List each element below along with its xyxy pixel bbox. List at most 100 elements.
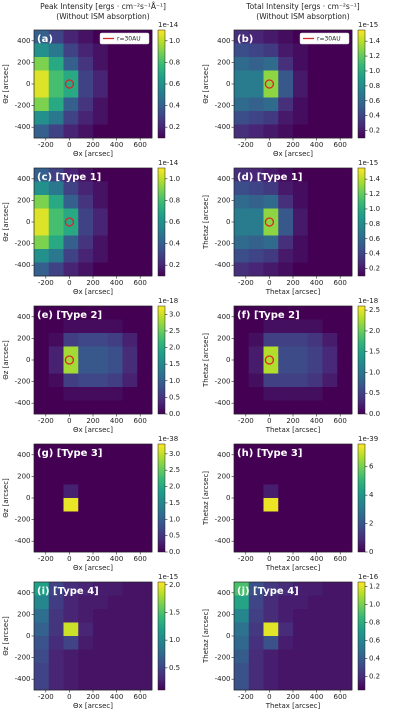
- heatmap-cell: [34, 181, 50, 196]
- heatmap-cell: [107, 222, 123, 236]
- heatmap-cell: [293, 663, 309, 677]
- y-tick-label: 200: [17, 610, 30, 618]
- heatmap-cell: [307, 360, 323, 374]
- heatmap-cell: [122, 360, 138, 374]
- y-tick-label: 0: [26, 218, 30, 226]
- heatmap-cell: [122, 457, 138, 472]
- heatmap-cell: [63, 676, 79, 691]
- heatmap-cell: [34, 525, 50, 539]
- heatmap-cell: [234, 235, 250, 250]
- heatmap-cell: [63, 498, 79, 512]
- heatmap-cell: [107, 622, 123, 637]
- x-axis-label: Thetax [arcsec]: [265, 702, 321, 710]
- heatmap-cell: [137, 97, 153, 112]
- heatmap-cell: [48, 525, 64, 539]
- heatmap-cell: [93, 306, 109, 320]
- x-axis-label: Θx [arcsec]: [73, 150, 113, 158]
- colorbar-tick-label: 1.4: [369, 175, 381, 183]
- heatmap-cell: [234, 84, 250, 98]
- heatmap-cell: [107, 373, 123, 388]
- y-tick-label: 200: [217, 610, 230, 618]
- heatmap-cell: [263, 306, 279, 320]
- heatmap-cell: [63, 319, 79, 334]
- heatmap-cell: [307, 235, 323, 250]
- heatmap-cell: [122, 111, 138, 125]
- x-tick-label: 400: [310, 693, 323, 701]
- heatmap-cell: [248, 511, 264, 526]
- heatmap-cell: [293, 97, 309, 112]
- heatmap-cell: [248, 70, 264, 85]
- heatmap-cell: [78, 30, 94, 44]
- heatmap-cell: [337, 333, 353, 347]
- heatmap-cell: [34, 30, 50, 44]
- heatmap-cell: [278, 595, 294, 610]
- colorbar: [357, 581, 366, 691]
- heatmap-cell: [34, 649, 50, 664]
- heatmap-cell: [107, 346, 123, 361]
- heatmap-cell: [322, 168, 338, 182]
- heatmap-cell: [34, 43, 50, 58]
- heatmap-cell: [107, 70, 123, 85]
- heatmap-cell: [248, 30, 264, 44]
- heatmap-cell: [278, 498, 294, 512]
- heatmap-cell: [278, 57, 294, 71]
- heatmap-cell: [337, 222, 353, 236]
- x-tick-label: 200: [86, 693, 99, 701]
- y-tick-label: 200: [217, 334, 230, 342]
- source-marker: [264, 217, 275, 227]
- heatmap-cell: [107, 84, 123, 98]
- source-marker: [264, 79, 275, 89]
- heatmap-cell: [263, 387, 279, 401]
- heatmap-cell: [122, 511, 138, 526]
- colorbar-tick-label: 0.5: [169, 664, 180, 672]
- heatmap-cell: [78, 636, 94, 650]
- heatmap-cell: [78, 222, 94, 236]
- heatmap-cell: [263, 319, 279, 334]
- colorbar-tick-label: 4: [369, 491, 374, 499]
- heatmap-cell: [48, 222, 64, 236]
- heatmap-cell: [322, 373, 338, 388]
- heatmap-cell: [93, 663, 109, 677]
- heatmap-cell: [78, 262, 94, 277]
- heatmap-cell: [63, 333, 79, 347]
- heatmap-cell: [263, 124, 279, 139]
- y-tick-label: 0: [26, 632, 30, 640]
- heatmap-cell: [63, 595, 79, 610]
- heatmap-cell: [78, 471, 94, 485]
- y-tick-label: 200: [17, 472, 30, 480]
- heatmap-cell: [337, 400, 353, 415]
- x-tick-label: 0: [67, 555, 71, 563]
- heatmap-cell: [48, 360, 64, 374]
- heatmap-cell: [322, 400, 338, 415]
- heatmap-cell: [278, 663, 294, 677]
- panel-label: (g) [Type 3]: [37, 448, 102, 459]
- colorbar-tick-label: 0.6: [369, 97, 381, 105]
- heatmap-cell: [122, 70, 138, 85]
- heatmap-cell: [322, 57, 338, 71]
- heatmap-cell: [137, 387, 153, 401]
- heatmap-cell: [48, 30, 64, 44]
- heatmap-cell: [278, 636, 294, 650]
- heatmap-cell: [93, 676, 109, 691]
- x-tick-label: -200: [38, 141, 54, 149]
- colorbar-exponent: 1e-14: [158, 159, 179, 167]
- heatmap-cell: [107, 319, 123, 334]
- heatmap-cell: [234, 181, 250, 196]
- heatmap-cell: [278, 582, 294, 596]
- colorbar-tick-label: 6: [369, 463, 374, 471]
- heatmap-cell: [293, 84, 309, 98]
- heatmap-cell: [307, 181, 323, 196]
- heatmap-cell: [34, 346, 50, 361]
- x-tick-label: 200: [286, 279, 299, 287]
- heatmap-cell: [48, 43, 64, 58]
- heatmap-cell: [107, 181, 123, 196]
- heatmap-cell: [93, 360, 109, 374]
- heatmap-cell: [93, 484, 109, 499]
- heatmap-cell: [337, 208, 353, 223]
- heatmap-cell: [93, 649, 109, 664]
- heatmap-cell: [34, 168, 50, 182]
- heatmap-cell: [234, 471, 250, 485]
- heatmap-cell: [293, 511, 309, 526]
- heatmap-cell: [63, 538, 79, 553]
- heatmap-cell: [248, 306, 264, 320]
